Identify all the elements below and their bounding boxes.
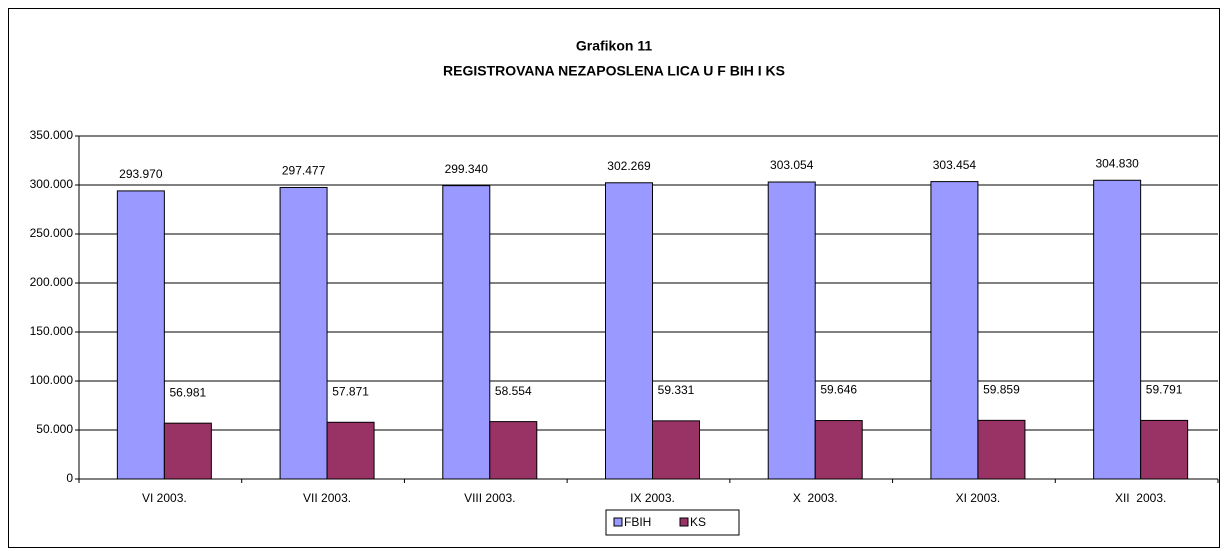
bar bbox=[605, 182, 653, 480]
bar bbox=[1140, 419, 1189, 480]
bar bbox=[930, 181, 979, 480]
y-tick-label: 300.000 bbox=[30, 177, 74, 191]
legend-label: FBIH bbox=[624, 515, 651, 529]
x-tick-label: VI 2003. bbox=[142, 491, 187, 505]
bar bbox=[652, 420, 700, 480]
legend-swatch bbox=[679, 517, 689, 527]
bar bbox=[442, 185, 491, 480]
data-label: 303.454 bbox=[933, 158, 977, 172]
bar bbox=[814, 420, 863, 480]
data-label: 293.970 bbox=[119, 167, 163, 181]
y-tick-label: 200.000 bbox=[30, 275, 74, 289]
data-label: 302.269 bbox=[607, 159, 651, 173]
x-tick-label: XI 2003. bbox=[956, 491, 1001, 505]
x-tick-label: IX 2003. bbox=[630, 491, 675, 505]
x-tick-label: XII 2003. bbox=[1115, 491, 1166, 505]
legend-swatch bbox=[613, 517, 623, 527]
data-label: 57.871 bbox=[332, 384, 369, 398]
y-tick-label: 150.000 bbox=[30, 324, 74, 338]
data-label: 59.791 bbox=[1146, 383, 1183, 397]
bar bbox=[489, 421, 538, 480]
y-tick-label: 100.000 bbox=[30, 373, 74, 387]
y-tick-label: 50.000 bbox=[36, 422, 73, 436]
data-label: 58.554 bbox=[495, 384, 532, 398]
chart-title: Grafikon 11 bbox=[576, 38, 652, 54]
data-label: 303.054 bbox=[770, 158, 814, 172]
bar bbox=[279, 186, 328, 480]
legend-box bbox=[605, 509, 740, 536]
data-label: 56.981 bbox=[170, 385, 207, 399]
data-label: 59.331 bbox=[658, 383, 695, 397]
bar bbox=[767, 181, 816, 480]
bar bbox=[163, 422, 212, 480]
y-tick-label: 350.000 bbox=[30, 128, 74, 142]
bar bbox=[326, 421, 375, 480]
bar bbox=[1093, 179, 1142, 480]
y-tick-label: 250.000 bbox=[30, 226, 74, 240]
x-tick-label: VII 2003. bbox=[303, 491, 351, 505]
data-label: 297.477 bbox=[282, 164, 326, 178]
data-label: 59.646 bbox=[820, 383, 857, 397]
chart-subtitle: REGISTROVANA NEZAPOSLENA LICA U F BIH I … bbox=[443, 63, 785, 79]
x-tick-label: VIII 2003. bbox=[464, 491, 515, 505]
legend-label: KS bbox=[690, 515, 706, 529]
bar bbox=[116, 190, 165, 480]
data-label: 299.340 bbox=[445, 162, 489, 176]
y-tick-label: 0 bbox=[66, 471, 73, 485]
x-tick-label: X 2003. bbox=[793, 491, 838, 505]
data-label: 59.859 bbox=[983, 383, 1020, 397]
bar bbox=[977, 419, 1026, 480]
data-label: 304.830 bbox=[1095, 156, 1139, 170]
